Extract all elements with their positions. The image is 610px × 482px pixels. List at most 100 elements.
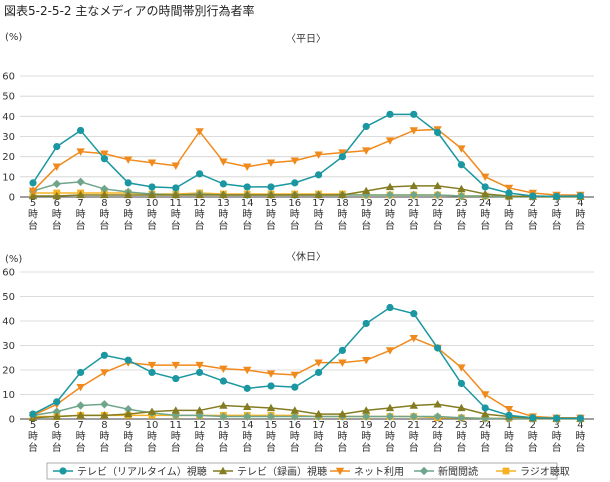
- data-point: [433, 181, 442, 190]
- data-point: [505, 189, 513, 197]
- x-tick-label: 1 時台: [504, 198, 514, 232]
- chart-panel-2: 〈休日〉 (%) 0 10 20 30 40 50 60 5 時台 6 時台 7 時台 8 時台 9 時台 10 時台 1…: [2, 251, 594, 454]
- y-tick-label: 30: [2, 132, 15, 143]
- y-tick-label: 0: [9, 415, 15, 426]
- data-point: [77, 368, 85, 377]
- y-axis-unit-label: (%): [5, 32, 22, 43]
- data-point: [52, 412, 61, 420]
- x-tick-label: 20 時台: [384, 420, 397, 454]
- data-point: [219, 158, 228, 166]
- legend-item: テレビ（リアルタイム）視聴: [53, 465, 207, 478]
- data-point: [457, 184, 466, 193]
- x-tick-label: 2 時台: [528, 198, 538, 232]
- data-point: [362, 319, 370, 328]
- data-point: [28, 191, 38, 200]
- x-tick-label: 16 時台: [288, 198, 301, 232]
- x-tick-label: 14 時台: [241, 420, 254, 454]
- data-point: [553, 192, 561, 200]
- data-point: [219, 180, 227, 188]
- data-point: [410, 310, 418, 318]
- data-point: [196, 368, 204, 377]
- data-point: [124, 409, 133, 418]
- data-point: [576, 192, 585, 200]
- data-point: [53, 142, 61, 151]
- x-tick-label: 19 時台: [360, 420, 373, 454]
- legend-label: ラジオ聴取: [520, 466, 570, 478]
- y-tick-label: 60: [2, 72, 15, 83]
- data-point: [457, 364, 466, 372]
- data-point: [362, 412, 371, 421]
- legend-marker: [59, 467, 67, 475]
- legend-marker: [502, 467, 510, 475]
- data-point: [434, 128, 442, 137]
- data-point: [266, 403, 276, 412]
- data-point: [148, 368, 156, 377]
- data-point: [266, 412, 276, 421]
- data-point: [76, 190, 85, 199]
- data-point: [338, 190, 347, 199]
- data-point: [505, 411, 513, 419]
- data-point: [457, 191, 466, 201]
- data-point: [481, 173, 490, 182]
- data-point: [219, 377, 227, 385]
- x-tick-label: 3 時台: [552, 198, 562, 232]
- panel-title: 〈休日〉: [286, 251, 326, 263]
- x-tick-label: 9 時台: [123, 420, 133, 454]
- legend-box: [46, 462, 558, 480]
- series-line: [32, 128, 581, 196]
- data-point: [433, 400, 442, 408]
- data-point: [267, 183, 275, 191]
- data-point: [385, 412, 395, 421]
- x-tick-label: 20 時台: [384, 198, 397, 232]
- data-point: [29, 179, 37, 187]
- data-point: [171, 361, 180, 370]
- legend-marker: [218, 466, 228, 475]
- legend-label: テレビ（録画）視聴: [237, 465, 327, 478]
- y-axis-unit-label: (%): [5, 254, 22, 265]
- chart-panel-1: 〈平日〉 (%) 0 10 20 30 40 50 60 5 時台 6 時台 7 時台 8 時台 9 時台 10 時台 1…: [2, 32, 594, 232]
- data-point: [147, 190, 157, 199]
- figure-title: 図表5-2-5-2 主なメディアの時間帯別行為者率: [4, 4, 255, 18]
- data-point: [314, 359, 323, 367]
- legend-item: テレビ（録画）視聴: [213, 465, 327, 478]
- x-tick-label: 16 時台: [288, 420, 301, 454]
- x-tick-label: 15 時台: [265, 198, 278, 232]
- y-tick-label: 20: [2, 152, 15, 163]
- x-tick-label: 6 時台: [52, 420, 62, 454]
- data-point: [315, 368, 323, 377]
- data-point: [243, 183, 251, 191]
- x-tick-label: 24 時台: [479, 420, 492, 454]
- x-tick-label: 13 時台: [217, 198, 230, 232]
- series-line: [32, 337, 581, 419]
- data-point: [171, 406, 180, 414]
- legend-label: 新聞閲読: [438, 465, 478, 478]
- data-point: [457, 161, 465, 169]
- x-tick-label: 9 時台: [123, 198, 133, 232]
- x-tick-label: 15 時台: [265, 420, 278, 454]
- x-tick-label: 8 時台: [99, 198, 109, 232]
- x-tick-label: 17 時台: [312, 198, 325, 232]
- x-tick-label: 6 時台: [52, 198, 62, 232]
- data-point: [457, 379, 465, 388]
- data-point: [481, 404, 489, 412]
- data-point: [504, 406, 514, 414]
- data-point: [195, 406, 204, 414]
- legend-marker: [419, 466, 429, 476]
- x-tick-label: 17 時台: [312, 420, 325, 454]
- data-point: [529, 192, 537, 200]
- y-tick-label: 10: [2, 390, 15, 401]
- data-point: [243, 402, 252, 410]
- data-point: [124, 156, 133, 164]
- data-point: [100, 155, 108, 163]
- data-point: [457, 403, 466, 412]
- x-tick-label: 18 時台: [336, 420, 349, 454]
- data-point: [291, 179, 299, 187]
- data-point: [100, 400, 109, 409]
- data-point: [172, 184, 180, 192]
- x-tick-label: 21 時台: [407, 198, 420, 232]
- x-tick-label: 11 時台: [169, 420, 182, 454]
- x-tick-label: 1 時台: [504, 420, 514, 454]
- data-point: [195, 361, 204, 370]
- data-point: [52, 407, 61, 416]
